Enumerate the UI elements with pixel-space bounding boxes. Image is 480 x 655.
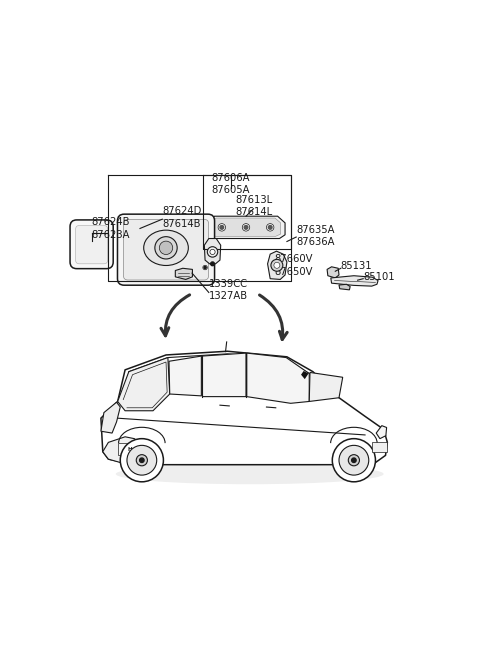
Polygon shape (101, 402, 120, 433)
Polygon shape (103, 437, 140, 463)
Circle shape (268, 225, 272, 229)
Circle shape (120, 439, 163, 482)
Circle shape (339, 445, 369, 475)
Bar (372, 442, 386, 452)
Circle shape (218, 223, 226, 231)
Circle shape (352, 458, 356, 462)
Circle shape (244, 225, 248, 229)
Polygon shape (309, 373, 343, 402)
Polygon shape (267, 251, 287, 280)
Circle shape (220, 225, 224, 229)
Text: 87613L
87614L: 87613L 87614L (235, 195, 272, 217)
Polygon shape (169, 356, 202, 396)
Text: 87660V
87650V: 87660V 87650V (274, 255, 312, 277)
Text: 87606A
87605A: 87606A 87605A (212, 173, 251, 195)
Circle shape (242, 223, 250, 231)
Polygon shape (118, 358, 170, 411)
Polygon shape (331, 276, 378, 286)
FancyBboxPatch shape (76, 225, 108, 264)
Text: 87624B
87623A: 87624B 87623A (92, 217, 130, 240)
Polygon shape (101, 351, 387, 464)
Circle shape (211, 262, 215, 266)
Circle shape (204, 267, 206, 269)
Polygon shape (301, 371, 309, 379)
Polygon shape (204, 238, 221, 264)
Text: 1339CC
1327AB: 1339CC 1327AB (209, 278, 248, 301)
Circle shape (127, 445, 156, 475)
FancyBboxPatch shape (70, 220, 113, 269)
Polygon shape (327, 267, 339, 278)
Text: 87635A
87636A: 87635A 87636A (296, 225, 335, 247)
Circle shape (159, 241, 173, 255)
Polygon shape (376, 426, 386, 439)
Text: 85131: 85131 (341, 261, 372, 271)
FancyBboxPatch shape (118, 214, 215, 285)
Circle shape (207, 247, 218, 257)
Circle shape (136, 455, 147, 466)
FancyBboxPatch shape (123, 219, 209, 280)
Circle shape (348, 455, 360, 466)
Text: 87624D
87614B: 87624D 87614B (162, 206, 202, 229)
Circle shape (271, 259, 283, 271)
Circle shape (210, 250, 215, 255)
Text: 85101: 85101 (363, 272, 395, 282)
Polygon shape (207, 216, 285, 238)
Ellipse shape (116, 464, 384, 484)
Circle shape (266, 223, 274, 231)
Text: H: H (128, 447, 132, 451)
Bar (118, 443, 142, 455)
Polygon shape (212, 218, 281, 236)
Polygon shape (202, 353, 246, 397)
Circle shape (140, 458, 144, 462)
Polygon shape (175, 269, 192, 280)
Circle shape (332, 439, 375, 482)
Circle shape (274, 262, 280, 269)
Polygon shape (247, 353, 309, 403)
Circle shape (203, 265, 207, 270)
Circle shape (155, 236, 177, 259)
Polygon shape (339, 284, 350, 290)
Ellipse shape (144, 230, 188, 265)
